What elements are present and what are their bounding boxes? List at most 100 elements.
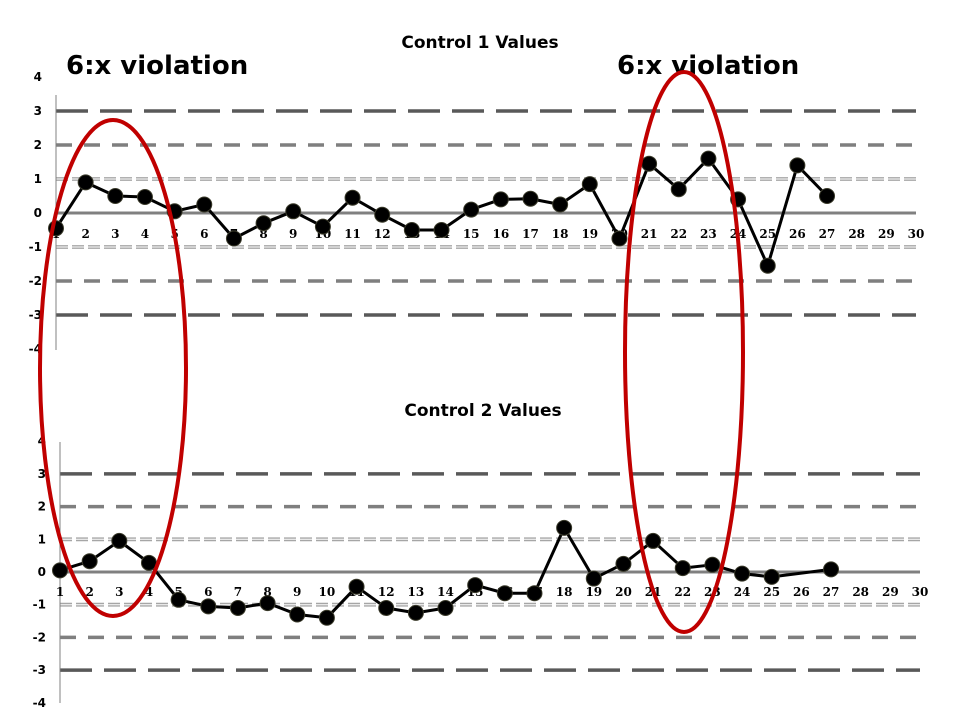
data-point	[374, 206, 391, 223]
x-axis-ticks: 1234567891011121314151617181920212223242…	[52, 227, 925, 241]
x-tick-label: 21	[641, 227, 658, 241]
data-point	[318, 609, 335, 626]
y-tick-label: -1	[33, 598, 46, 612]
y-tick-label: 3	[38, 467, 46, 481]
data-point	[314, 218, 331, 235]
data-point	[467, 577, 484, 594]
data-point	[552, 196, 569, 213]
data-point	[433, 222, 450, 238]
chart-2-title: Control 2 Values	[404, 401, 561, 421]
data-point	[674, 560, 691, 577]
x-tick-label: 30	[908, 227, 925, 241]
data-point	[111, 532, 128, 549]
data-point	[556, 519, 573, 536]
data-series	[48, 150, 836, 274]
data-point	[734, 565, 751, 582]
x-tick-label: 23	[700, 227, 717, 241]
data-point	[823, 561, 840, 578]
x-tick-label: 25	[759, 227, 776, 241]
y-tick-label: -3	[33, 663, 46, 677]
x-tick-label: 30	[912, 585, 929, 599]
x-tick-label: 8	[263, 585, 271, 599]
x-tick-label: 28	[852, 585, 869, 599]
x-tick-label: 12	[378, 585, 395, 599]
data-point	[585, 570, 602, 587]
data-point	[259, 595, 276, 612]
x-tick-label: 18	[552, 227, 569, 241]
data-point	[526, 585, 543, 602]
data-point	[492, 191, 509, 208]
violation-ellipse-left	[38, 118, 188, 618]
y-tick-label: 3	[34, 104, 42, 118]
data-point	[700, 150, 717, 167]
data-point	[615, 555, 632, 572]
data-series	[52, 519, 840, 626]
x-tick-label: 19	[581, 227, 598, 241]
data-point	[670, 181, 687, 198]
y-tick-label: -4	[33, 696, 46, 710]
data-point	[81, 553, 98, 570]
y-tick-label: 2	[38, 500, 46, 514]
data-point	[378, 599, 395, 616]
data-point	[285, 203, 302, 220]
data-point	[200, 598, 217, 615]
x-tick-label: 20	[615, 585, 632, 599]
x-tick-label: 7	[234, 585, 242, 599]
data-point	[581, 176, 598, 193]
x-tick-label: 22	[674, 585, 691, 599]
violation-label-right: 6:x violation	[617, 51, 799, 81]
data-point	[348, 578, 365, 595]
y-tick-label: -3	[29, 308, 42, 322]
x-tick-label: 8	[259, 227, 267, 241]
data-point	[52, 562, 68, 579]
violation-label-left: 6:x violation	[66, 51, 248, 81]
y-tick-label: 0	[34, 206, 42, 220]
data-point	[611, 230, 628, 247]
data-point	[463, 201, 480, 218]
x-tick-label: 6	[204, 585, 212, 599]
data-point	[170, 591, 187, 608]
data-point	[344, 189, 361, 206]
x-tick-label: 4	[145, 585, 153, 599]
y-tick-label: -1	[29, 240, 42, 254]
x-tick-label: 26	[789, 227, 806, 241]
control-limit-lines	[56, 109, 916, 317]
x-tick-label: 3	[115, 585, 123, 599]
data-point	[819, 188, 836, 204]
x-tick-label: 29	[882, 585, 899, 599]
data-point	[229, 599, 246, 616]
data-point	[107, 188, 124, 204]
x-tick-label: 1	[56, 585, 64, 599]
x-tick-label: 29	[878, 227, 895, 241]
y-tick-label: 1	[34, 172, 42, 186]
x-tick-label: 19	[585, 585, 602, 599]
x-tick-label: 18	[556, 585, 573, 599]
x-tick-label: 10	[319, 585, 336, 599]
x-tick-label: 11	[344, 227, 361, 241]
data-point	[759, 257, 776, 274]
x-tick-label: 2	[81, 227, 89, 241]
x-tick-label: 27	[819, 227, 836, 241]
y-tick-label: 2	[34, 138, 42, 152]
x-tick-label: 9	[293, 585, 301, 599]
data-point	[77, 174, 94, 191]
data-point	[496, 585, 513, 602]
x-tick-label: 24	[734, 585, 751, 599]
data-point	[255, 215, 272, 232]
y-tick-label: 4	[34, 70, 42, 84]
x-tick-label: 14	[437, 585, 454, 599]
y-tick-label: 0	[38, 565, 46, 579]
data-point	[789, 157, 806, 174]
data-point	[763, 568, 780, 585]
x-tick-label: 27	[823, 585, 840, 599]
chart-1-title: Control 1 Values	[401, 33, 558, 53]
x-tick-label: 26	[793, 585, 810, 599]
data-point	[704, 556, 721, 573]
x-tick-label: 3	[111, 227, 119, 241]
x-tick-label: 2	[85, 585, 93, 599]
x-tick-label: 6	[200, 227, 208, 241]
